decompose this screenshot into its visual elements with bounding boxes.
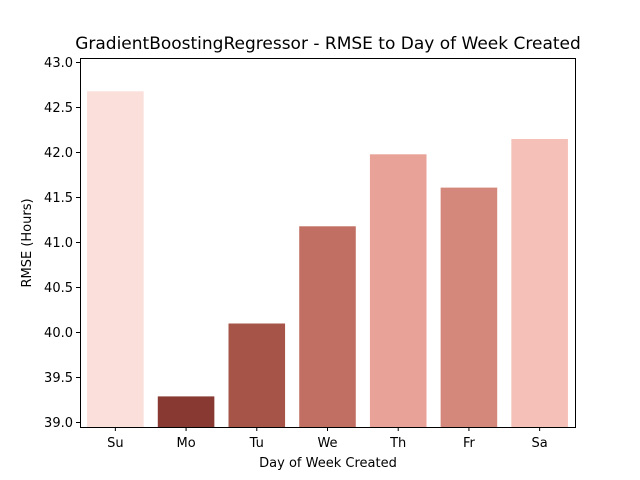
x-tick-label: Mo [176, 436, 195, 451]
x-tick-label: Tu [249, 436, 264, 451]
bar-th [369, 154, 427, 428]
y-tick-label: 41.5 [44, 191, 73, 206]
x-axis-title: Day of Week Created [259, 456, 397, 471]
y-tick-label: 39.0 [44, 416, 73, 431]
x-tick-label: Th [389, 436, 406, 451]
y-tick-label: 42.0 [44, 146, 73, 161]
y-tick-label: 40.0 [44, 326, 73, 341]
chart-title: GradientBoostingRegressor - RMSE to Day … [75, 34, 581, 54]
bar-we [299, 226, 356, 427]
x-tick-label: We [317, 436, 337, 451]
y-axis-title: RMSE (Hours) [20, 198, 35, 287]
bars-group [87, 91, 568, 428]
y-tick-label: 41.0 [44, 236, 73, 251]
x-tick-label: Fr [463, 436, 476, 451]
x-tick-label: Sa [532, 436, 548, 451]
y-tick-label: 43.0 [44, 56, 73, 71]
bar-fr [440, 187, 498, 427]
y-axis: 39.0 39.5 40.0 40.5 41.0 41.5 42.0 42.5 43.0 [44, 56, 80, 431]
x-axis: Su Mo Tu We Th Fr Sa [107, 427, 548, 451]
bar-tu [228, 323, 286, 427]
bar-mo [157, 396, 215, 427]
bar-su [87, 91, 144, 428]
y-tick-label: 42.5 [44, 101, 73, 116]
y-tick-label: 40.5 [44, 281, 73, 296]
y-tick-label: 39.5 [44, 371, 73, 386]
plot-frame [80, 58, 576, 428]
bar-sa [511, 139, 568, 427]
x-tick-label: Su [107, 436, 124, 451]
